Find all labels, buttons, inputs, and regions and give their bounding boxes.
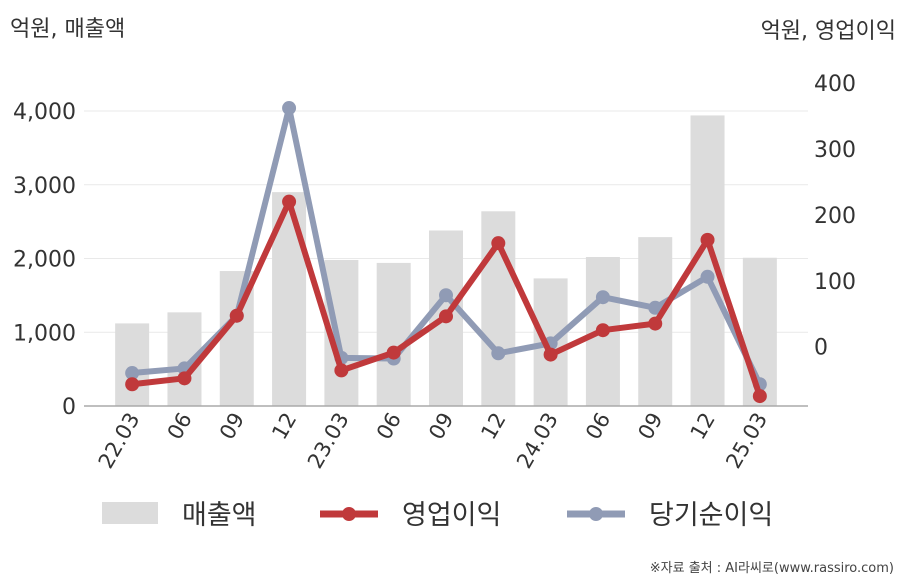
x-tick-label: 12 bbox=[476, 409, 510, 444]
line-point bbox=[386, 345, 401, 360]
left-tick-label: 1,000 bbox=[13, 321, 76, 346]
line-series bbox=[125, 101, 767, 404]
left-tick-label: 2,000 bbox=[13, 248, 76, 273]
x-tick-label: 23.03 bbox=[303, 409, 354, 473]
line-point bbox=[700, 232, 715, 247]
bar bbox=[115, 323, 150, 406]
legend-swatch-revenue bbox=[102, 502, 158, 524]
right-tick-label: 300 bbox=[814, 138, 856, 163]
left-tick-label: 4,000 bbox=[13, 100, 76, 125]
legend-marker-net-income bbox=[589, 507, 603, 521]
right-tick-label: 400 bbox=[814, 72, 856, 97]
line-point bbox=[648, 316, 663, 331]
line-point bbox=[334, 363, 349, 378]
legend-label-operating-profit: 영업이익 bbox=[402, 500, 501, 531]
legend-label-revenue: 매출액 bbox=[182, 500, 257, 531]
x-tick-label: 06 bbox=[581, 409, 615, 444]
line-point bbox=[648, 300, 663, 315]
x-tick-label: 12 bbox=[267, 409, 301, 444]
line-point bbox=[439, 309, 453, 324]
line-point bbox=[595, 290, 610, 305]
right-tick-label: 100 bbox=[814, 270, 856, 295]
left-tick-label: 0 bbox=[62, 395, 76, 420]
right-tick-label: 0 bbox=[814, 336, 828, 361]
line-point bbox=[543, 347, 558, 362]
x-tick-label: 25.03 bbox=[721, 409, 772, 473]
x-tick-label: 24.03 bbox=[512, 409, 563, 473]
x-tick-label: 06 bbox=[163, 409, 197, 444]
line-point bbox=[177, 371, 192, 386]
x-tick-label: 09 bbox=[424, 409, 458, 444]
legend: 매출액 영업이익 당기순이익 bbox=[102, 500, 773, 531]
line-point bbox=[282, 194, 297, 209]
line-point bbox=[752, 389, 767, 404]
line-point bbox=[491, 346, 506, 361]
right-axis-unit-label: 억원, 영업이익 bbox=[761, 19, 896, 44]
line-point bbox=[229, 308, 244, 323]
x-tick-label: 12 bbox=[686, 409, 720, 444]
line-point bbox=[125, 377, 140, 392]
line-point bbox=[125, 366, 140, 381]
bar-series bbox=[115, 115, 777, 407]
left-tick-label: 3,000 bbox=[13, 174, 76, 199]
right-tick-label: 200 bbox=[814, 204, 856, 229]
line-point bbox=[595, 323, 610, 338]
line-point bbox=[439, 288, 453, 303]
legend-label-net-income: 당기순이익 bbox=[649, 500, 773, 531]
line-point bbox=[700, 269, 715, 284]
bar bbox=[376, 262, 411, 406]
x-tick-label: 09 bbox=[215, 409, 249, 444]
left-axis-unit-label: 억원, 매출액 bbox=[10, 17, 125, 42]
x-tick-label: 22.03 bbox=[94, 409, 145, 473]
x-tick-label: 09 bbox=[633, 409, 667, 444]
line-point bbox=[491, 236, 506, 251]
legend-marker-operating-profit bbox=[342, 507, 356, 521]
x-tick-label: 06 bbox=[372, 409, 406, 444]
source-note: ※자료 출처 : AI라씨로(www.rassiro.com) bbox=[650, 561, 894, 576]
line-point bbox=[282, 101, 297, 116]
